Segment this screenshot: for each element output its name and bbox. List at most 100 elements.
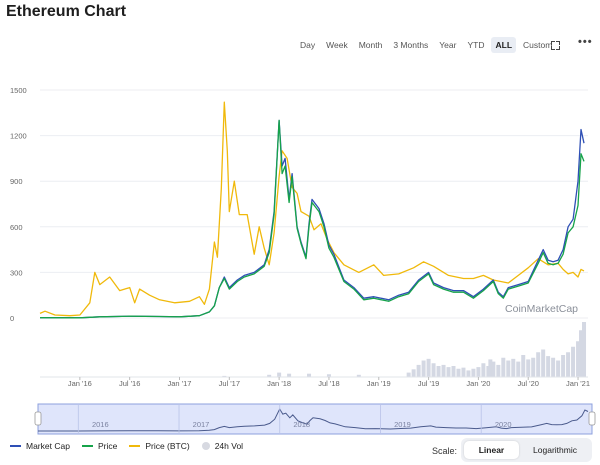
volume-bar [411, 369, 416, 377]
volume-bar [476, 367, 481, 377]
y-tick-label: 300 [10, 268, 23, 277]
volume-bar [426, 358, 431, 377]
volume-bar [571, 346, 576, 377]
range-week-button[interactable]: Week [326, 40, 348, 50]
y-tick-label: 1200 [10, 132, 27, 141]
fullscreen-icon[interactable] [551, 41, 560, 50]
volume-bar [466, 370, 471, 377]
volume-bar [431, 363, 436, 377]
volume-bar [222, 375, 227, 377]
volume-bar [521, 355, 526, 377]
volume-bar [496, 364, 501, 377]
volume-bar [561, 355, 566, 377]
scale-toggle: Linear Logarithmic [461, 438, 592, 462]
navigator-year-label: 2017 [193, 420, 210, 429]
x-tick-label: Jan '17 [168, 379, 192, 388]
scale-logarithmic-button[interactable]: Logarithmic [533, 445, 577, 455]
volume-bar [531, 357, 536, 377]
volume-bar [551, 357, 556, 377]
range-all-button[interactable]: ALL [491, 37, 517, 53]
legend-volume[interactable]: 24h Vol [201, 441, 244, 451]
volume-bar [506, 360, 511, 377]
x-tick-label: Jan '20 [466, 379, 490, 388]
range-custom-button[interactable]: Custom [523, 40, 553, 50]
x-tick-label: Jul '18 [318, 379, 339, 388]
volume-bar [526, 359, 531, 377]
page-title: Ethereum Chart [6, 3, 127, 20]
volume-bar [516, 361, 521, 377]
volume-bar [536, 352, 541, 377]
volume-bar [356, 374, 361, 377]
x-tick-label: Jan '16 [68, 379, 92, 388]
range-ytd-button[interactable]: YTD [467, 40, 485, 50]
range-selector: Day Week Month 3 Months Year YTD ALL Cus… [296, 37, 559, 53]
scale-linear-button[interactable]: Linear [464, 441, 519, 459]
volume-bar [579, 330, 584, 377]
volume-bar [446, 367, 451, 377]
volume-bar [307, 373, 312, 377]
volume-bar [436, 366, 441, 377]
volume-bar [511, 358, 516, 377]
volume-bar [406, 372, 411, 377]
volume-bar [501, 357, 506, 377]
volume-bar [582, 322, 587, 377]
series-line-price-btc [39, 101, 585, 317]
volume-bar [421, 360, 426, 377]
more-options-icon[interactable]: ••• [578, 36, 593, 48]
navigator-year-label: 2020 [495, 420, 512, 429]
series-line-price [39, 119, 585, 319]
volume-bar [576, 341, 581, 377]
legend-market-cap-label: Market Cap [26, 441, 70, 451]
watermark: CoinMarketCap [505, 303, 578, 315]
x-tick-label: Jan '21 [566, 379, 590, 388]
navigator-handle-left [34, 411, 42, 426]
volume-bar [481, 363, 486, 377]
range-day-button[interactable]: Day [300, 40, 316, 50]
volume-swatch [201, 442, 210, 450]
range-year-button[interactable]: Year [439, 40, 457, 50]
range-month-button[interactable]: Month [358, 40, 383, 50]
y-tick-label: 1500 [10, 86, 27, 95]
price-swatch [81, 445, 93, 447]
legend-price-btc[interactable]: Price (BTC) [129, 441, 190, 451]
volume-bar [277, 372, 282, 377]
navigator-year-label: 2018 [293, 420, 310, 429]
volume-bar [456, 368, 461, 377]
volume-bar [267, 374, 272, 377]
volume-bar [546, 356, 551, 377]
navigator-handle-right [588, 411, 596, 426]
x-tick-label: Jul '19 [418, 379, 439, 388]
y-tick-label: 600 [10, 223, 23, 232]
range-3-months-button[interactable]: 3 Months [393, 40, 429, 50]
legend-volume-label: 24h Vol [214, 441, 244, 451]
legend: Market Cap Price Price (BTC) 24h Vol [10, 441, 255, 451]
legend-price-label: Price [97, 441, 118, 451]
navigator-series [38, 407, 589, 432]
x-tick-label: Jul '20 [517, 379, 538, 388]
y-tick-label: 0 [10, 314, 14, 323]
x-tick-label: Jul '16 [119, 379, 140, 388]
x-tick-label: Jan '18 [267, 379, 291, 388]
navigator-window [37, 403, 593, 435]
x-tick-label: Jul '17 [219, 379, 240, 388]
volume-bar [488, 359, 493, 377]
volume-bar [451, 366, 456, 377]
volume-bar [471, 368, 476, 377]
navigator-year-label: 2019 [394, 420, 411, 429]
volume-bar [416, 364, 421, 377]
volume-bar [326, 374, 331, 377]
volume-bar [491, 361, 496, 377]
market-cap-swatch [10, 445, 21, 447]
volume-bar [287, 373, 292, 377]
legend-market-cap[interactable]: Market Cap [10, 441, 70, 451]
volume-bar [541, 349, 546, 377]
volume-bar [461, 367, 466, 377]
volume-bar [556, 360, 561, 377]
scale-label: Scale: [432, 446, 458, 456]
price-btc-swatch [129, 445, 141, 447]
volume-bar [566, 352, 571, 377]
legend-price[interactable]: Price [81, 441, 118, 451]
legend-price-btc-label: Price (BTC) [145, 441, 190, 451]
volume-bar [441, 364, 446, 377]
